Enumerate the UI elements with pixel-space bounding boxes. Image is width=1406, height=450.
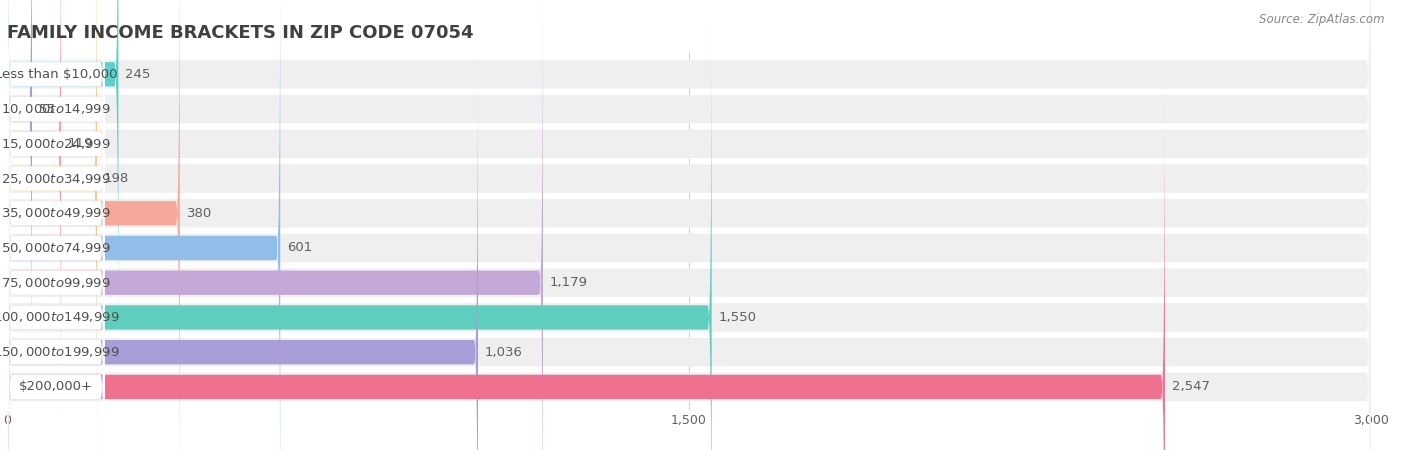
Text: $50,000 to $74,999: $50,000 to $74,999 bbox=[1, 241, 111, 255]
Text: $15,000 to $24,999: $15,000 to $24,999 bbox=[1, 137, 111, 151]
Text: $150,000 to $199,999: $150,000 to $199,999 bbox=[0, 345, 120, 359]
FancyBboxPatch shape bbox=[7, 86, 1166, 450]
Text: $35,000 to $49,999: $35,000 to $49,999 bbox=[1, 206, 111, 220]
Text: 1,179: 1,179 bbox=[550, 276, 588, 289]
FancyBboxPatch shape bbox=[7, 0, 118, 375]
FancyBboxPatch shape bbox=[7, 0, 1371, 450]
Text: $25,000 to $34,999: $25,000 to $34,999 bbox=[1, 171, 111, 185]
FancyBboxPatch shape bbox=[7, 52, 105, 450]
Text: $75,000 to $99,999: $75,000 to $99,999 bbox=[1, 276, 111, 290]
Text: 1,550: 1,550 bbox=[718, 311, 756, 324]
Text: 601: 601 bbox=[287, 242, 312, 255]
Text: 198: 198 bbox=[104, 172, 129, 185]
FancyBboxPatch shape bbox=[7, 17, 711, 450]
FancyBboxPatch shape bbox=[7, 86, 105, 450]
FancyBboxPatch shape bbox=[7, 0, 1371, 450]
FancyBboxPatch shape bbox=[7, 52, 478, 450]
FancyBboxPatch shape bbox=[7, 0, 1371, 450]
FancyBboxPatch shape bbox=[7, 19, 1371, 450]
Text: 55: 55 bbox=[39, 103, 56, 116]
FancyBboxPatch shape bbox=[7, 0, 1371, 442]
FancyBboxPatch shape bbox=[7, 0, 32, 410]
Text: 245: 245 bbox=[125, 68, 150, 81]
FancyBboxPatch shape bbox=[7, 89, 1371, 450]
FancyBboxPatch shape bbox=[7, 17, 105, 450]
FancyBboxPatch shape bbox=[7, 0, 60, 444]
FancyBboxPatch shape bbox=[7, 0, 105, 450]
FancyBboxPatch shape bbox=[7, 0, 180, 450]
FancyBboxPatch shape bbox=[7, 0, 105, 450]
Text: $100,000 to $149,999: $100,000 to $149,999 bbox=[0, 310, 120, 324]
Text: $10,000 to $14,999: $10,000 to $14,999 bbox=[1, 102, 111, 116]
Text: FAMILY INCOME BRACKETS IN ZIP CODE 07054: FAMILY INCOME BRACKETS IN ZIP CODE 07054 bbox=[7, 24, 474, 42]
Text: 2,547: 2,547 bbox=[1171, 380, 1209, 393]
FancyBboxPatch shape bbox=[7, 0, 105, 450]
FancyBboxPatch shape bbox=[7, 0, 105, 410]
Text: Source: ZipAtlas.com: Source: ZipAtlas.com bbox=[1260, 14, 1385, 27]
FancyBboxPatch shape bbox=[7, 0, 1371, 373]
FancyBboxPatch shape bbox=[7, 0, 280, 450]
FancyBboxPatch shape bbox=[7, 54, 1371, 450]
FancyBboxPatch shape bbox=[7, 0, 1371, 450]
FancyBboxPatch shape bbox=[7, 0, 543, 450]
FancyBboxPatch shape bbox=[7, 0, 105, 444]
FancyBboxPatch shape bbox=[7, 0, 97, 450]
FancyBboxPatch shape bbox=[7, 0, 105, 450]
Text: $200,000+: $200,000+ bbox=[18, 380, 93, 393]
Text: 1,036: 1,036 bbox=[485, 346, 523, 359]
Text: Less than $10,000: Less than $10,000 bbox=[0, 68, 117, 81]
Text: 119: 119 bbox=[67, 137, 93, 150]
FancyBboxPatch shape bbox=[7, 0, 1371, 407]
FancyBboxPatch shape bbox=[7, 0, 105, 375]
Text: 380: 380 bbox=[187, 207, 212, 220]
